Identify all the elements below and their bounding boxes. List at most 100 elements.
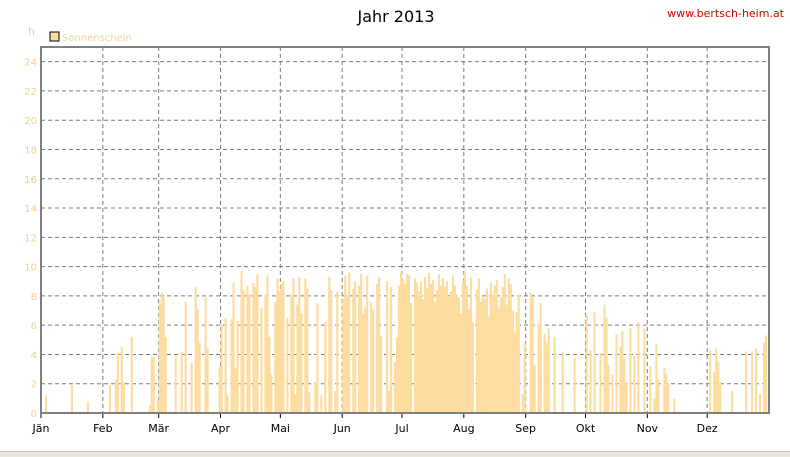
sunshine-bar [376, 284, 379, 413]
sunshine-bar [366, 275, 369, 413]
sunshine-bar [759, 393, 762, 413]
x-tick-label: Jul [394, 422, 408, 435]
sunshine-bar [220, 323, 223, 413]
sunshine-bar [531, 297, 534, 413]
sunshine-bar [390, 287, 393, 413]
sunshine-bar [190, 363, 193, 413]
sunshine-bar [429, 284, 433, 413]
sunshine-bar [715, 348, 718, 413]
sunshine-bar [242, 290, 245, 413]
sunshine-bar [108, 385, 111, 413]
sunshine-bar [268, 336, 271, 413]
x-tick-label: Mai [271, 422, 290, 435]
sunshine-bar [465, 285, 468, 413]
sunshine-bar [298, 276, 301, 413]
sunshine-bar [180, 351, 183, 413]
y-tick-label: 0 [31, 409, 37, 420]
sunshine-bar [709, 350, 712, 413]
sunshine-bar [713, 372, 716, 413]
sunshine-bar [164, 336, 167, 413]
sunshine-bar [248, 294, 251, 413]
sunshine-bar [388, 391, 391, 413]
sunshine-bar [334, 391, 337, 413]
y-tick-label: 20 [24, 116, 37, 127]
sunshine-bar [224, 317, 227, 413]
sunshine-bar [521, 393, 524, 413]
sunshine-bar [148, 405, 151, 413]
sunshine-bar [599, 352, 602, 413]
sunshine-bar [637, 322, 640, 413]
sunshine-bar [276, 278, 279, 413]
sunshine-bar [501, 287, 504, 413]
sunshine-bar [278, 291, 281, 413]
sunshine-bar [425, 288, 429, 413]
sunshine-bar [515, 311, 518, 413]
sunshine-bar [611, 374, 614, 413]
sunshine-bar [537, 323, 540, 413]
sunshine-bar [320, 395, 323, 413]
y-tick-label: 12 [24, 233, 37, 244]
sunshine-bar [300, 313, 303, 413]
sunshine-bar [160, 292, 163, 413]
sunshine-bar [296, 304, 299, 413]
sunshine-bar [324, 322, 327, 413]
sunshine-bar [415, 282, 419, 413]
sunshine-bar [386, 281, 389, 413]
sunshine-bar [511, 310, 514, 413]
sunshine-bar [421, 298, 425, 413]
sunshine-bar [407, 275, 411, 413]
sunshine-bar [162, 297, 165, 413]
sunshine-bar [657, 379, 660, 413]
sunshine-bar [619, 347, 622, 413]
sunshine-bar [152, 357, 155, 413]
sunshine-bar [252, 282, 255, 413]
sunshine-bar [316, 303, 319, 413]
sunshine-bar [431, 279, 435, 413]
sunshine-bar [230, 319, 233, 413]
sunshine-bar [765, 335, 768, 413]
sunshine-bar [352, 288, 355, 413]
sunshine-bar [459, 313, 462, 413]
sunshine-bar [593, 311, 596, 413]
y-tick-label: 16 [24, 175, 37, 186]
sunshine-bar [86, 401, 90, 413]
y-unit-label: h [28, 25, 35, 38]
sunshine-bar [264, 294, 267, 413]
y-tick-label: 24 [24, 58, 37, 69]
y-tick-label: 10 [24, 263, 37, 274]
sunshine-bar [507, 278, 510, 413]
sunshine-bar [194, 287, 197, 413]
sunshine-bar [605, 317, 608, 413]
sunshine-bar [585, 314, 588, 413]
sunshine-bar [413, 278, 417, 413]
sunshine-bar [398, 285, 401, 413]
sunshine-bar [306, 288, 309, 413]
sunshine-bar [417, 291, 421, 413]
sunshine-bar [539, 303, 542, 413]
sunshine-bar [457, 297, 460, 413]
sunshine-bar [481, 295, 484, 413]
sunshine-bar [523, 342, 526, 413]
sunshine-bar [463, 272, 466, 413]
y-tick-label: 22 [24, 87, 37, 98]
sunshine-bar [653, 398, 656, 413]
sunshine-bar [625, 382, 628, 413]
sunshine-bar [445, 281, 449, 413]
sunshine-bar [435, 290, 439, 413]
y-tick-label: 8 [31, 292, 37, 303]
sunshine-bar [404, 284, 407, 413]
sunshine-bar [286, 317, 289, 413]
sunshine-bar [629, 328, 632, 413]
sunshine-bar [663, 367, 666, 413]
x-tick-label: Sep [515, 422, 536, 435]
sunshine-bar [673, 398, 676, 413]
x-tick-label: Dez [697, 422, 718, 435]
x-tick-label: Okt [576, 422, 596, 435]
sunshine-bar [114, 379, 117, 413]
sunshine-bar [509, 284, 512, 413]
sunshine-bar [196, 309, 199, 413]
sunshine-bar [409, 303, 413, 413]
sunshine-bar [423, 276, 427, 413]
sunshine-bar [513, 332, 516, 413]
